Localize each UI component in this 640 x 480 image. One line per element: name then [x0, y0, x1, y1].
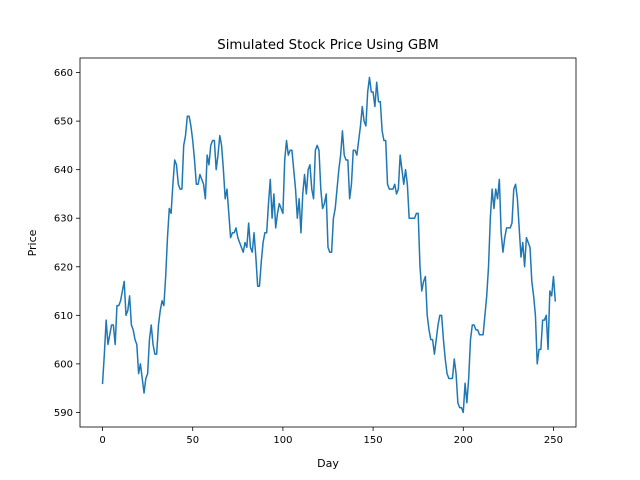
- y-tick-label: 630: [54, 214, 73, 225]
- y-tick-label: 660: [54, 68, 73, 79]
- axes-layer: 0 50 100 150 200 250 590 600 610 620 630 640 650 660: [54, 57, 577, 446]
- y-tick-label: 610: [54, 311, 73, 322]
- y-tick-label: 640: [54, 165, 73, 176]
- y-tick-label: 590: [54, 408, 73, 419]
- plot-layer: [101, 76, 557, 414]
- chart-title: Simulated Stock Price Using GBM: [217, 38, 438, 53]
- x-axis-label: Day: [317, 457, 339, 470]
- x-tick-label: 250: [544, 435, 563, 446]
- x-tick-label: 100: [273, 435, 292, 446]
- y-tick-label: 620: [54, 262, 73, 273]
- y-axis-label: Price: [26, 229, 39, 256]
- y-tick-label: 650: [54, 117, 73, 128]
- y-tick-label: 600: [54, 359, 73, 370]
- x-tick-label: 50: [186, 435, 199, 446]
- axes-frame: [79, 57, 577, 428]
- x-tick-label: 0: [99, 435, 105, 446]
- x-tick-label: 150: [364, 435, 383, 446]
- series-line-0: [101, 76, 557, 414]
- x-tick-label: 200: [454, 435, 473, 446]
